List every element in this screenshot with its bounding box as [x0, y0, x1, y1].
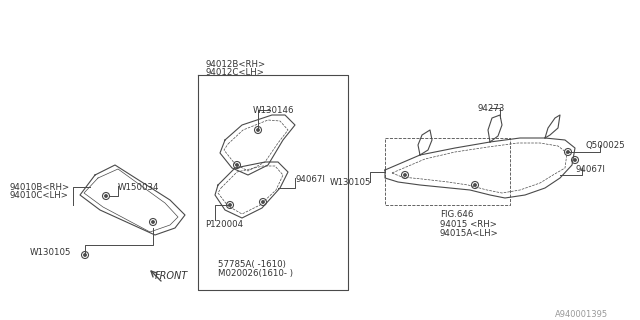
Text: 57785A( -1610): 57785A( -1610) [218, 260, 286, 269]
Circle shape [404, 174, 406, 176]
Text: 94273: 94273 [478, 104, 506, 113]
Text: 94012B<RH>: 94012B<RH> [205, 60, 265, 69]
Circle shape [257, 129, 259, 131]
Text: 94012C<LH>: 94012C<LH> [205, 68, 264, 77]
Text: 94010C<LH>: 94010C<LH> [10, 191, 69, 200]
Circle shape [105, 195, 108, 197]
Circle shape [152, 221, 154, 223]
Text: 94015 <RH>: 94015 <RH> [440, 220, 497, 229]
Text: Q500025: Q500025 [585, 141, 625, 150]
Circle shape [84, 254, 86, 256]
Text: M020026(1610- ): M020026(1610- ) [218, 269, 293, 278]
Text: P120004: P120004 [205, 220, 243, 229]
Text: W150034: W150034 [118, 183, 159, 192]
Text: W130105: W130105 [30, 248, 72, 257]
Circle shape [262, 201, 264, 203]
Text: A940001395: A940001395 [555, 310, 608, 319]
Circle shape [567, 151, 569, 153]
Circle shape [236, 164, 238, 166]
Text: W130146: W130146 [253, 106, 294, 115]
Circle shape [474, 184, 476, 186]
Text: 94015A<LH>: 94015A<LH> [440, 229, 499, 238]
Circle shape [229, 204, 231, 206]
Circle shape [574, 159, 576, 161]
Text: FRONT: FRONT [155, 271, 188, 281]
Text: 94010B<RH>: 94010B<RH> [10, 183, 70, 192]
Text: 94067I: 94067I [575, 165, 605, 174]
Text: W130105: W130105 [330, 178, 371, 187]
Text: FIG.646: FIG.646 [440, 210, 474, 219]
Text: 94067I: 94067I [295, 175, 325, 184]
